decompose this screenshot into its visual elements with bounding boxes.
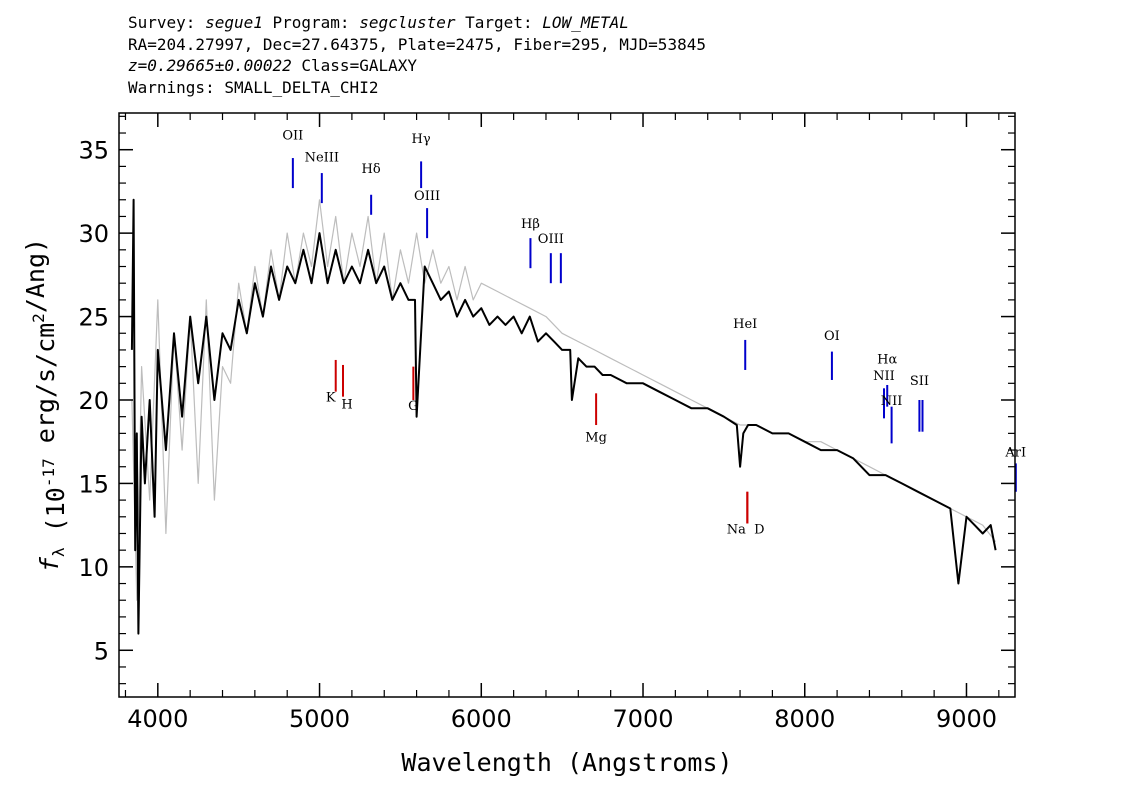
emission-line-label: OII (282, 129, 303, 144)
absorption-line-label: D (754, 522, 764, 537)
axes: 4000 5000 6000 7000 8000 9000 5 10 15 20 25 30 35 (78, 113, 1015, 733)
y-tick-label: 20 (78, 387, 109, 415)
emission-line-label: Hδ (362, 162, 381, 177)
y-tick-label: 30 (78, 220, 109, 248)
header-line-3: z=0.29665±0.00022 Class=GALAXY (128, 55, 706, 77)
absorption-line-label: H (341, 397, 352, 412)
emission-line-label: OIII (538, 232, 564, 247)
emission-line-label: Hα (877, 352, 897, 367)
emission-line-label: OIII (414, 189, 440, 204)
class-value: Class=GALAXY (291, 56, 417, 75)
survey-label: Survey: (128, 13, 206, 32)
y-axis-label: fλ (10-17 erg/s/cm2/Ang) (21, 238, 70, 572)
target-value: LOW_METAL (542, 13, 629, 32)
survey-value: segue1 (205, 13, 263, 32)
x-tick-label: 7000 (612, 705, 673, 733)
flux-noisy-series (131, 199, 997, 601)
x-tick-label: 9000 (936, 705, 997, 733)
emission-line-label: Hβ (521, 217, 540, 232)
emission-line-label: HeI (733, 317, 757, 332)
program-label: Program: (262, 13, 360, 32)
y-tick-label: 5 (94, 637, 109, 665)
flux-smoothed-line (130, 198, 997, 635)
y-tick-label: 25 (78, 304, 109, 332)
emission-line-label: NII (873, 369, 895, 384)
flux-smoothed-series (130, 198, 997, 635)
y-tick-label: 15 (78, 470, 109, 498)
redshift-value: z=0.29665±0.00022 (128, 56, 292, 75)
y-tick-label: 10 (78, 554, 109, 582)
absorption-line-label: Na (727, 522, 746, 537)
x-tick-label: 5000 (289, 705, 350, 733)
emission-line-label: NII (881, 394, 903, 409)
plot-frame (118, 112, 1016, 698)
emission-line-label: NeIII (305, 150, 339, 165)
target-label: Target: (455, 13, 543, 32)
x-tick-label: 8000 (774, 705, 835, 733)
program-value: segcluster (359, 13, 456, 32)
absorption-line-label: Mg (585, 431, 607, 446)
line-markers: OIINeIIIHδHγOIIIHβOIIIHeIOINIIHαNIISIIAr… (282, 129, 1026, 538)
spectrum-header: Survey: segue1 Program: segcluster Targe… (128, 12, 706, 98)
absorption-line-label: G (408, 399, 418, 414)
flux-noisy-line (131, 199, 997, 601)
header-line-4: Warnings: SMALL_DELTA_CHI2 (128, 77, 379, 97)
emission-line-label: Hγ (412, 132, 431, 147)
x-tick-label: 6000 (451, 705, 512, 733)
x-axis-label: Wavelength (Angstroms) (401, 748, 732, 777)
header-line-1: Survey: segue1 Program: segcluster Targe… (128, 12, 706, 34)
y-tick-label: 35 (78, 137, 109, 165)
emission-line-label: SII (910, 374, 929, 389)
x-tick-label: 4000 (127, 705, 188, 733)
header-line-2: RA=204.27997, Dec=27.64375, Plate=2475, … (128, 34, 706, 54)
absorption-line-label: K (326, 391, 336, 406)
emission-line-label: OI (824, 329, 840, 344)
